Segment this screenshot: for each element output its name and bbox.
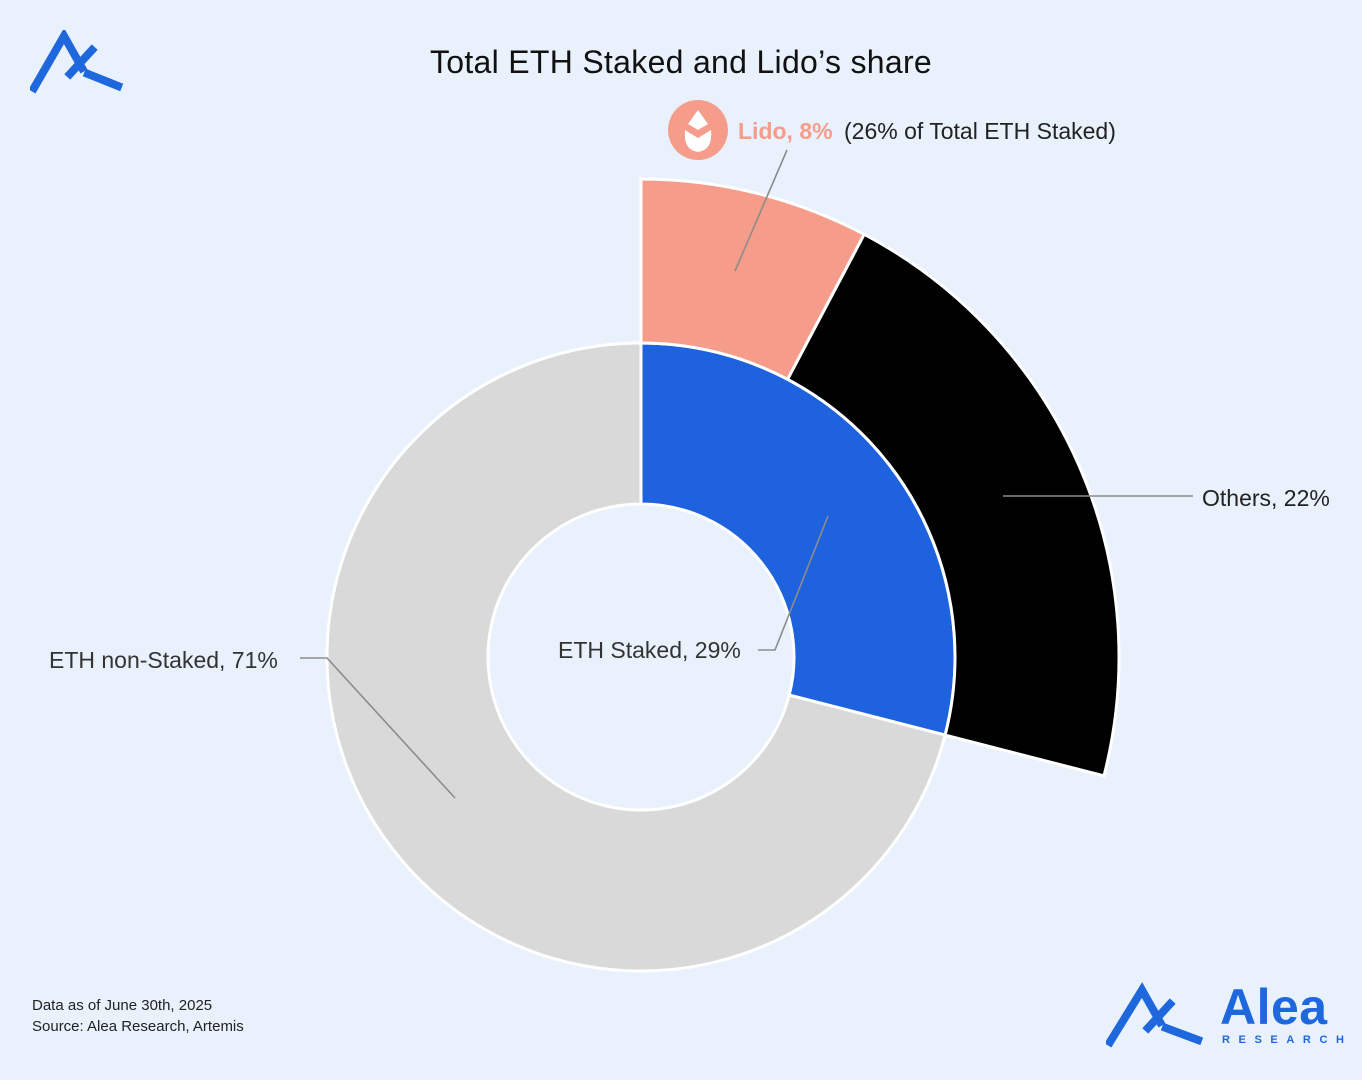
non-staked-leader-line <box>300 657 456 799</box>
footnote-date: Data as of June 30th, 2025 <box>32 997 213 1014</box>
footnote-source: Source: Alea Research, Artemis <box>32 1018 244 1035</box>
chart-title: Total ETH Staked and Lido’s share <box>429 44 933 80</box>
brand-subtitle: RESEARCH <box>1222 1034 1353 1046</box>
lido-note-label: (26% of Total ETH Staked) <box>844 118 1116 144</box>
others-label: Others, 22% <box>1202 485 1330 511</box>
lido-leader-line <box>734 149 788 272</box>
alea-logo-icon <box>30 30 124 94</box>
outer-slice-others <box>785 232 1121 778</box>
eth-non-staked-label: ETH non-Staked, 71% <box>49 647 278 673</box>
lido-logo-icon <box>668 100 728 160</box>
staked-leader-line <box>758 515 829 651</box>
alea-brand-icon <box>1106 982 1204 1048</box>
lido-label: Lido, 8% <box>738 118 833 144</box>
inner-slice-eth-non-staked <box>325 341 947 973</box>
eth-staked-label: ETH Staked, 29% <box>558 637 741 663</box>
brand-name: Alea <box>1220 979 1328 1035</box>
